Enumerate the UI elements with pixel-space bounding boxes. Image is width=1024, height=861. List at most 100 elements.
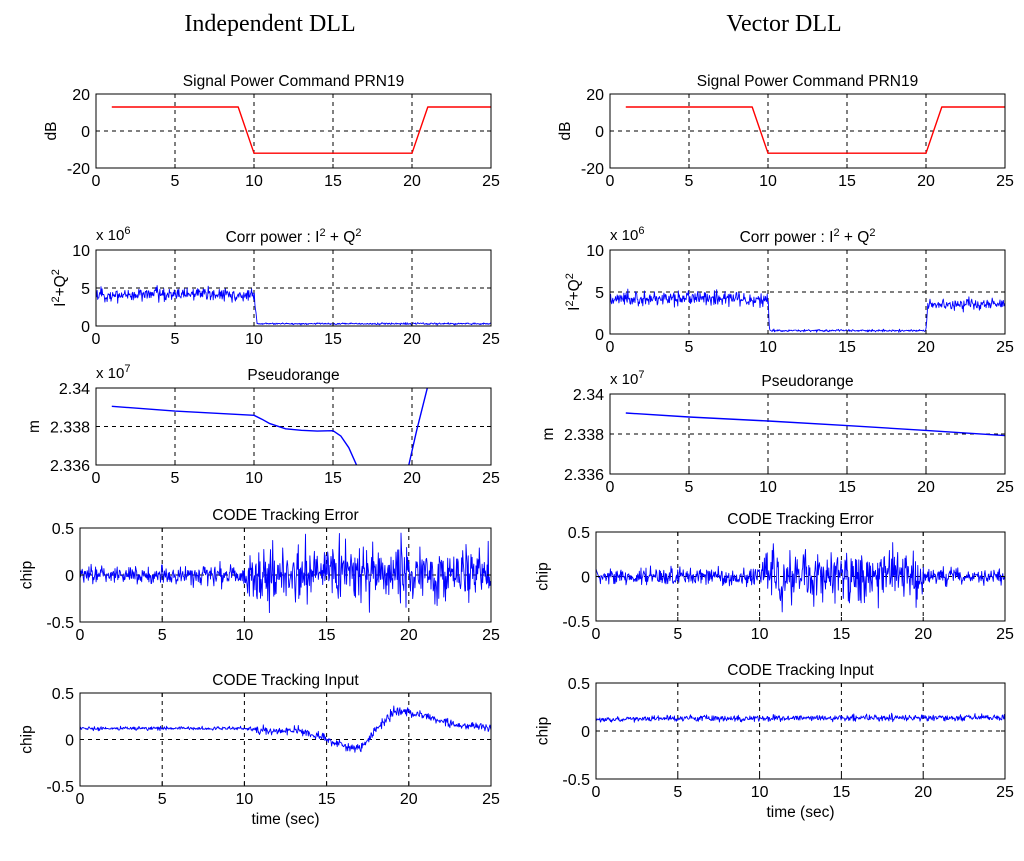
y-tick-label: 2.336 xyxy=(50,458,90,475)
panel-title: CODE Tracking Input xyxy=(727,662,874,679)
y-axis-label: chip xyxy=(535,562,552,590)
y-tick-label: 0.5 xyxy=(52,686,74,703)
panel-title: Pseudorange xyxy=(761,373,853,390)
x-tick-label: 0 xyxy=(76,627,85,644)
x-tick-label: 5 xyxy=(158,791,167,808)
plot-area xyxy=(596,542,1005,613)
y-axis-label: I2+Q2 xyxy=(50,269,69,307)
series-line xyxy=(596,542,1005,613)
y-tick-label: 10 xyxy=(72,243,90,260)
y-tick-label: 0 xyxy=(65,733,74,750)
panel-title: CODE Tracking Error xyxy=(212,507,358,524)
series-line xyxy=(96,285,491,326)
y-tick-label: -0.5 xyxy=(46,615,74,632)
x-tick-label: 20 xyxy=(403,173,421,190)
x-tick-label: 0 xyxy=(592,626,601,643)
x-tick-label: 20 xyxy=(917,339,935,356)
x-tick-label: 5 xyxy=(685,339,694,356)
x-tick-label: 20 xyxy=(917,173,935,190)
panel-2-0: 0 5 10 15 20 25 2.336 2.338 2.34 Pseudorange x 107… xyxy=(26,363,500,487)
plot-area xyxy=(80,532,491,614)
x-tick-label: 0 xyxy=(606,479,615,496)
y-axis-label: dB xyxy=(557,122,574,141)
exponent-label: x 106 xyxy=(610,225,644,244)
plot-area xyxy=(111,106,491,154)
y-axis-label: chip xyxy=(19,725,36,753)
y-tick-label: -0.5 xyxy=(562,772,590,789)
y-tick-label: 2.338 xyxy=(564,427,604,444)
plot-area xyxy=(96,285,491,326)
column-title-vector-dll: Vector DLL xyxy=(726,11,841,37)
x-tick-label: 10 xyxy=(759,339,777,356)
axes-frame xyxy=(79,692,492,787)
series-line xyxy=(408,388,429,465)
exponent-label: x 107 xyxy=(96,363,130,382)
x-tick-label: 25 xyxy=(482,470,500,487)
x-tick-label: 10 xyxy=(236,627,254,644)
plot-area xyxy=(111,388,429,465)
plot-area xyxy=(625,106,1005,154)
x-tick-label: 20 xyxy=(914,784,932,801)
y-tick-label: 2.338 xyxy=(50,420,90,437)
y-tick-label: 0.5 xyxy=(52,521,74,538)
series-line xyxy=(80,705,491,753)
y-tick-label: 2.34 xyxy=(573,387,604,404)
x-tick-label: 25 xyxy=(996,479,1014,496)
column-title-independent-dll: Independent DLL xyxy=(184,11,355,37)
y-tick-label: 0.5 xyxy=(568,676,590,693)
x-tick-label: 0 xyxy=(92,173,101,190)
panel-1-0: 0 5 10 15 20 25 0 5 10 Corr power : I2 + Q2 x 106 I… xyxy=(50,225,500,348)
x-tick-label: 15 xyxy=(324,470,342,487)
x-tick-label: 25 xyxy=(482,331,500,348)
x-tick-label: 15 xyxy=(318,791,336,808)
y-tick-label: 0 xyxy=(81,319,90,336)
x-tick-label: 15 xyxy=(838,339,856,356)
x-tick-label: 20 xyxy=(914,626,932,643)
series-line xyxy=(596,712,1005,723)
panel-title: Corr power : I2 + Q2 xyxy=(226,227,362,246)
panel-title: Signal Power Command PRN19 xyxy=(183,73,404,90)
x-tick-label: 20 xyxy=(917,479,935,496)
y-tick-label: 0 xyxy=(581,724,590,741)
x-tick-label: 5 xyxy=(171,470,180,487)
x-axis-label: time (sec) xyxy=(251,811,319,828)
plot-area xyxy=(610,288,1005,333)
x-tick-label: 0 xyxy=(592,784,601,801)
y-tick-label: 0.5 xyxy=(568,525,590,542)
plot-area xyxy=(625,412,1005,437)
x-tick-label: 25 xyxy=(996,173,1014,190)
series-line xyxy=(111,106,491,154)
x-tick-label: 10 xyxy=(751,784,769,801)
y-axis-label: m xyxy=(26,420,43,433)
y-tick-label: 2.336 xyxy=(564,467,604,484)
x-tick-label: 10 xyxy=(751,626,769,643)
x-tick-label: 5 xyxy=(158,627,167,644)
panel-title: CODE Tracking Input xyxy=(212,672,359,689)
x-axis-label: time (sec) xyxy=(766,804,834,821)
panel-1-1: 0 5 10 15 20 25 0 5 10 Corr power : I2 + Q2 x 106 I… xyxy=(564,225,1014,356)
y-tick-label: 0 xyxy=(581,570,590,587)
x-tick-label: 5 xyxy=(171,331,180,348)
x-tick-label: 5 xyxy=(685,479,694,496)
y-axis-label: chip xyxy=(535,717,552,745)
y-tick-label: 20 xyxy=(72,87,90,104)
y-axis-label: m xyxy=(540,428,557,441)
x-tick-label: 20 xyxy=(400,791,418,808)
x-tick-label: 15 xyxy=(838,173,856,190)
exponent-label: x 106 xyxy=(96,225,130,244)
panel-title: Signal Power Command PRN19 xyxy=(697,73,918,90)
y-tick-label: 0 xyxy=(595,327,604,344)
x-tick-label: 25 xyxy=(482,791,500,808)
y-tick-label: -20 xyxy=(581,161,604,178)
x-tick-label: 10 xyxy=(245,331,263,348)
x-tick-label: 5 xyxy=(673,784,682,801)
series-line xyxy=(80,532,491,614)
y-tick-label: -20 xyxy=(67,161,90,178)
x-tick-label: 10 xyxy=(759,479,777,496)
x-tick-label: 10 xyxy=(245,470,263,487)
x-tick-label: 0 xyxy=(92,470,101,487)
